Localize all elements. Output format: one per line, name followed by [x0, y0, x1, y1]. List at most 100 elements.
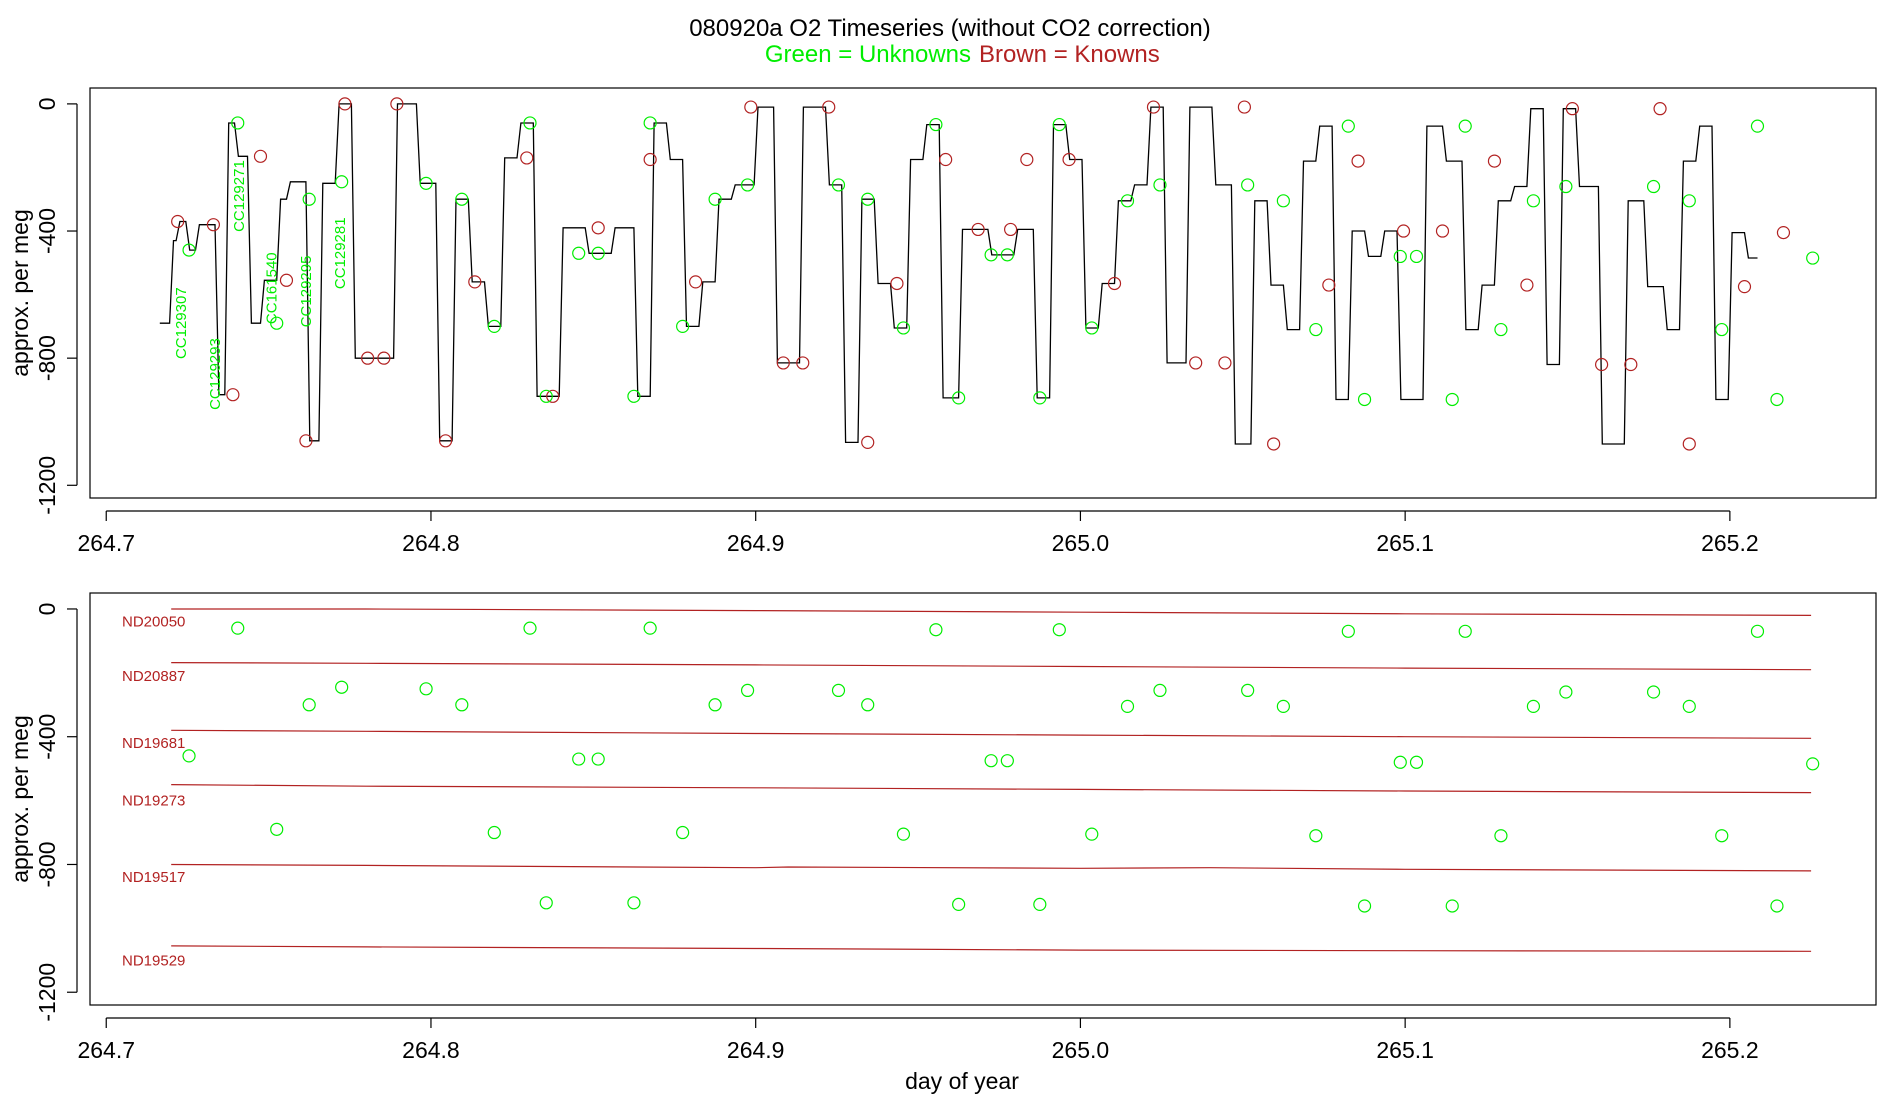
unknown-point [1646, 179, 1661, 194]
known-point [1267, 437, 1281, 451]
unknown-point [740, 178, 755, 192]
known-point [171, 214, 185, 229]
known-point [1218, 356, 1232, 370]
bottom-y-axis-label: approx. per meg [7, 715, 33, 882]
x-axis-label: day of year [905, 1068, 1019, 1094]
unknown-point [1559, 685, 1573, 699]
unknown-point [523, 621, 537, 635]
top-y-tick-label: -800 [34, 335, 60, 381]
known-point [1146, 100, 1161, 114]
reference-label: ND19273 [122, 793, 185, 810]
unknown-point [1559, 179, 1573, 194]
unknown-point [572, 752, 586, 766]
unknown-point [1409, 755, 1424, 769]
top-trace-layer [159, 103, 1758, 445]
unknown-point [627, 389, 641, 403]
chart-title: 080920a O2 Timeseries (without CO2 corre… [689, 15, 1211, 42]
unknown-point [1526, 194, 1541, 208]
top-x-tick-label: 265.1 [1376, 530, 1434, 556]
known-point [438, 434, 453, 448]
unknown-point [1153, 178, 1167, 192]
unknown-point [1646, 685, 1661, 699]
known-point [1107, 276, 1122, 291]
top-y-tick-label: -400 [34, 208, 60, 254]
top-axes: 264.7 264.8 264.9 265.0 265.1 265.2 0 -400 -800 -… [34, 97, 1759, 556]
unknown-point [952, 897, 966, 911]
bottom-y-tick-label: -1200 [34, 963, 60, 1022]
known-point [971, 222, 985, 237]
unknown-point [896, 827, 911, 841]
unknown-point [643, 621, 657, 635]
sample-label: CC129271 [231, 160, 248, 232]
unknown-point [1409, 249, 1424, 264]
known-point [361, 351, 375, 365]
unknown-point [1276, 194, 1290, 208]
unknown-point [1241, 178, 1255, 192]
known-point [520, 151, 534, 165]
unknown-point [539, 896, 553, 910]
known-point [1020, 152, 1034, 167]
unknown-point [984, 248, 998, 262]
unknown-point [1682, 194, 1696, 208]
unknown-point [270, 822, 284, 836]
top-y-axis-label: approx. per meg [7, 209, 33, 376]
bottom-y-tick-label: 0 [34, 603, 60, 616]
top-y-tick-label: -1200 [34, 456, 60, 515]
top-panel: 264.7 264.8 264.9 265.0 265.1 265.2 0 -400 -800 -… [7, 87, 1877, 556]
unknown-point [1806, 251, 1820, 265]
unknown-point [591, 246, 605, 260]
unknown-point [1750, 624, 1765, 638]
sample-label: CC129307 [173, 287, 190, 359]
unknown-point [1000, 754, 1014, 768]
unknown-point [708, 192, 722, 206]
bottom-points-layer [182, 621, 1820, 913]
known-point [939, 152, 953, 167]
known-point [1237, 100, 1252, 114]
known-point [689, 275, 703, 289]
unknown-point [1445, 899, 1459, 913]
known-point [591, 221, 605, 235]
reference-label: ND19681 [122, 735, 185, 752]
bottom-panel: 264.7 264.8 264.9 265.0 265.1 265.2 0 -400 -800 -… [7, 592, 1877, 1094]
unknown-point [182, 243, 196, 257]
unknown-point [1153, 683, 1167, 698]
subtitle-unknowns: Green = Unknowns [765, 41, 971, 68]
unknown-point [929, 117, 943, 132]
unknown-point [335, 175, 349, 189]
known-point [776, 356, 790, 370]
bottom-axes: 264.7 264.8 264.9 265.0 265.1 265.2 0 -400 -800 -… [34, 603, 1759, 1063]
known-point [1487, 154, 1502, 168]
bottom-x-tick-label: 265.0 [1052, 1037, 1110, 1063]
unknown-point [831, 178, 846, 192]
unknown-point [861, 192, 875, 206]
unknown-point [455, 698, 469, 712]
known-point [861, 435, 875, 449]
unknown-point [984, 754, 998, 768]
sample-labels-layer: CC129307 CC129293 CC129271 CC161540 CC129295… [173, 160, 349, 410]
unknown-point [1341, 119, 1355, 133]
sample-label: CC129281 [332, 217, 349, 289]
reference-line-nd19517 [171, 863, 1812, 872]
unknown-point [1494, 322, 1508, 337]
unknown-point [455, 192, 469, 206]
unknown-point [1085, 827, 1099, 841]
known-point [1396, 224, 1411, 238]
unknown-point [1241, 683, 1255, 698]
unknown-point [1750, 119, 1765, 133]
known-point [796, 356, 810, 370]
top-x-tick-label: 264.9 [727, 530, 785, 556]
unknown-point [231, 116, 245, 130]
unknown-point [1458, 624, 1472, 638]
known-point [1737, 280, 1752, 294]
bottom-plot-frame [89, 592, 1877, 1006]
known-point [1004, 222, 1018, 237]
known-point [1435, 224, 1450, 238]
unknown-point [182, 749, 196, 763]
unknown-point [896, 321, 911, 335]
known-point [744, 100, 758, 114]
unknown-point [1120, 699, 1135, 713]
top-x-tick-label: 264.7 [77, 530, 135, 556]
unknown-point [929, 623, 943, 637]
known-point [279, 273, 294, 287]
